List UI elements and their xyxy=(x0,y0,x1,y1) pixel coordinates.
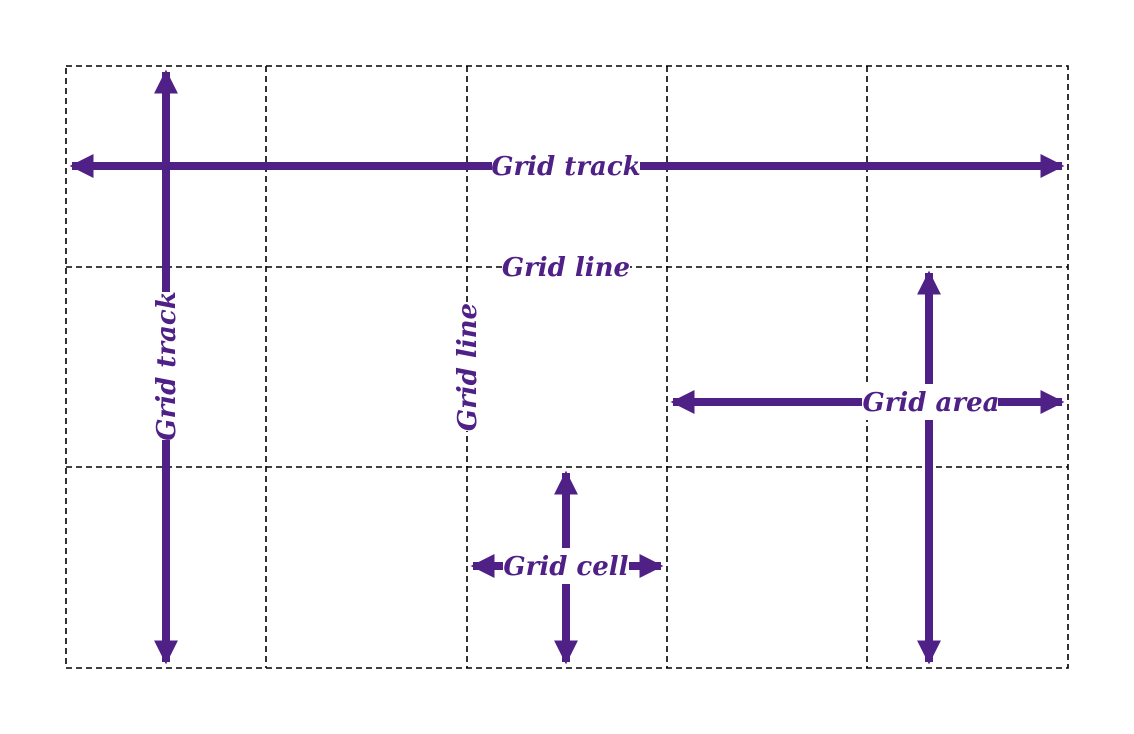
line-horizontal-label: Grid line xyxy=(502,253,630,283)
line-vertical-label: Grid line xyxy=(453,303,483,431)
track-horizontal-label: Grid track xyxy=(491,152,640,182)
labels: Grid track Grid line Grid track Grid lin… xyxy=(148,148,999,584)
line-vertical-label-bg xyxy=(449,303,485,431)
cell-label-bg xyxy=(503,548,629,584)
cell-label: Grid cell xyxy=(503,552,628,582)
track-vertical-label-bg xyxy=(148,292,184,440)
line-horizontal-label-bg xyxy=(502,249,630,285)
grid-outline xyxy=(65,65,1069,669)
area-label-bg xyxy=(862,384,998,420)
track-horizontal-label-bg xyxy=(492,148,640,184)
area-label: Grid area xyxy=(863,388,1000,418)
track-vertical-label: Grid track xyxy=(152,291,182,440)
